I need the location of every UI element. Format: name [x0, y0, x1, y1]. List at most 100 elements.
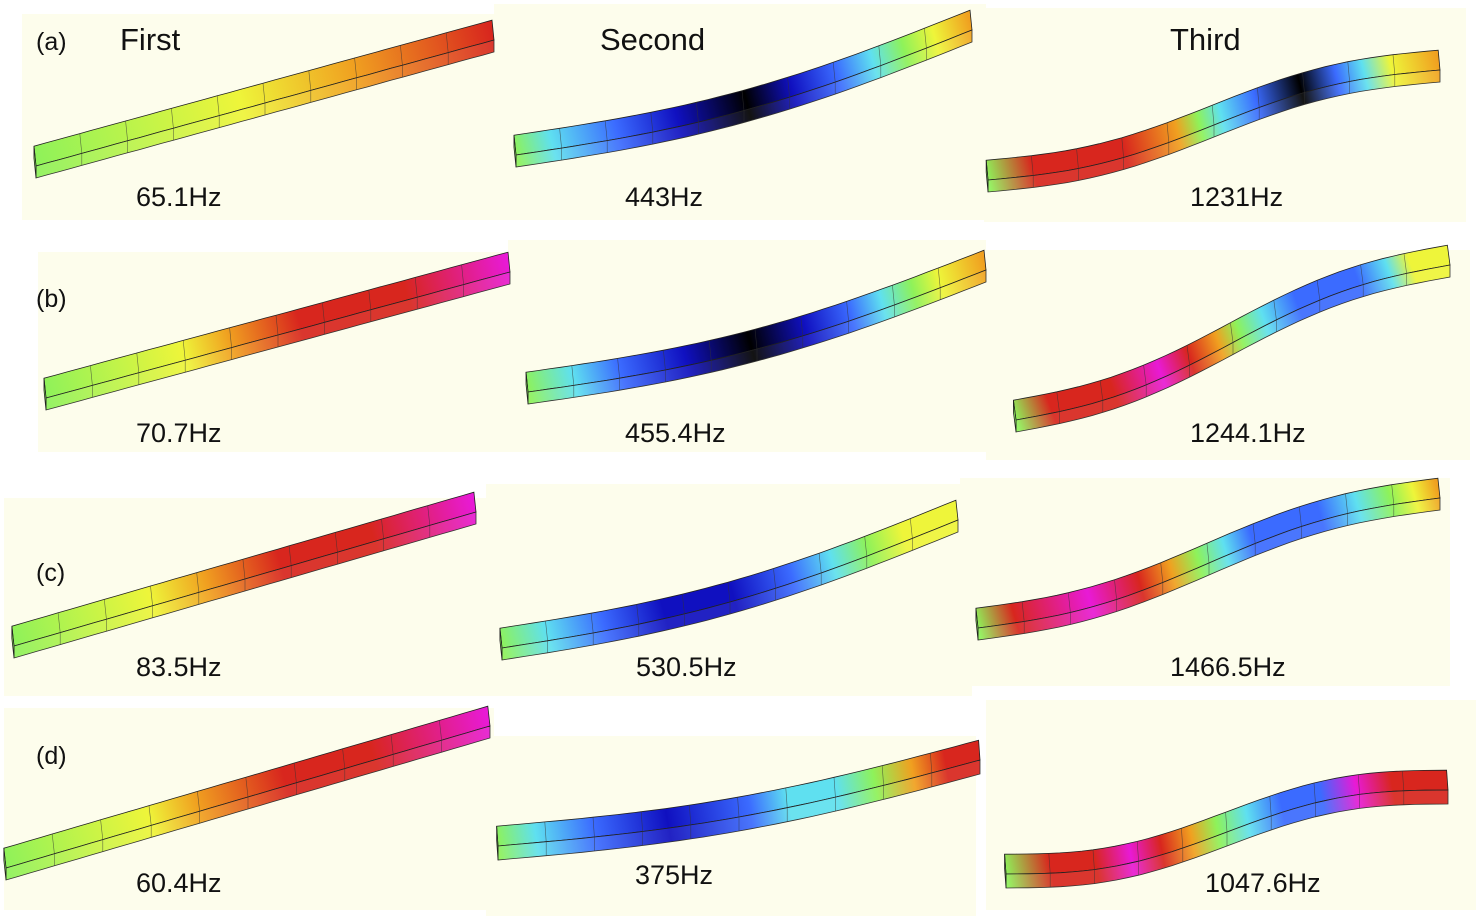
mesh-line	[197, 791, 200, 824]
mesh-line	[1357, 774, 1360, 809]
mesh-line	[1181, 828, 1184, 862]
mesh-line	[833, 777, 836, 812]
mesh-line	[1273, 300, 1277, 332]
mesh-line	[427, 505, 431, 538]
mesh-line	[1257, 87, 1260, 120]
mesh-line	[414, 277, 418, 310]
beam-end-cap	[1013, 400, 1017, 433]
frequency-b-third: 1244.1Hz	[1190, 418, 1306, 448]
mesh-line	[308, 70, 312, 103]
mesh-line	[754, 329, 758, 361]
mesh-line	[1186, 345, 1190, 378]
mesh-line	[1252, 523, 1256, 556]
column-title-second: Second	[600, 22, 706, 57]
mesh-line	[229, 327, 232, 360]
mesh-line	[864, 536, 868, 569]
mesh-line	[1048, 853, 1051, 888]
beam-d2	[496, 739, 981, 861]
mesh-line	[800, 316, 804, 348]
beam-end-cap	[985, 160, 989, 193]
beam-end-cap	[3, 848, 7, 881]
mesh-line	[682, 594, 685, 626]
mesh-line	[1225, 812, 1228, 846]
frequency-b-first: 70.7Hz	[136, 418, 222, 448]
mesh-line	[381, 518, 384, 551]
frequency-c-second: 530.5Hz	[636, 652, 737, 682]
mesh-line	[1345, 493, 1348, 526]
beam-top-face	[525, 249, 987, 393]
mesh-line	[545, 620, 548, 653]
mesh-line	[79, 133, 83, 166]
frequency-a-third: 1231Hz	[1190, 182, 1284, 212]
mesh-line	[708, 340, 712, 373]
row-label-d: (d)	[36, 742, 67, 770]
mesh-line	[171, 108, 174, 141]
row-label-a: (a)	[36, 28, 67, 56]
mesh-line	[1360, 264, 1364, 297]
mesh-line	[1391, 484, 1395, 517]
mesh-line	[604, 120, 608, 153]
beam-a3	[985, 49, 1441, 193]
beam-d3	[1004, 769, 1449, 889]
mesh-line	[727, 582, 731, 614]
column-title-first: First	[120, 22, 181, 57]
mesh-line	[461, 264, 464, 297]
mesh-line	[293, 762, 297, 795]
mesh-line	[445, 32, 449, 65]
beam-a1	[33, 19, 495, 179]
mesh-line	[689, 805, 692, 839]
mesh-line	[368, 289, 372, 322]
mesh-line	[342, 748, 346, 781]
beam-top-face	[499, 499, 959, 649]
beam-side-face	[497, 759, 981, 861]
mesh-line	[275, 315, 279, 347]
frequency-c-third: 1466.5Hz	[1170, 652, 1286, 682]
mesh-line	[1160, 562, 1164, 595]
mesh-line	[1068, 592, 1071, 625]
mesh-line	[785, 787, 788, 822]
mesh-line	[390, 734, 394, 767]
beam-b3	[1012, 244, 1451, 433]
mesh-line	[571, 365, 575, 398]
mesh-line	[1403, 253, 1407, 286]
mesh-line	[1021, 601, 1025, 634]
beam-a2	[513, 9, 973, 168]
mesh-line	[1143, 365, 1147, 397]
mesh-line	[354, 57, 357, 90]
beam-c1	[11, 491, 477, 659]
mesh-line	[182, 340, 186, 373]
mesh-line	[1114, 579, 1117, 612]
mesh-line	[636, 604, 640, 637]
mesh-line	[818, 553, 822, 585]
mesh-line	[1402, 770, 1405, 805]
mesh-line	[150, 585, 153, 618]
mesh-line	[1166, 122, 1170, 155]
beam-c3	[975, 477, 1441, 641]
mesh-line	[1211, 105, 1215, 137]
mesh-line	[1316, 280, 1321, 313]
mesh-line	[910, 518, 913, 551]
mesh-line	[1092, 849, 1095, 884]
beam-end-cap	[43, 378, 47, 411]
mesh-line	[1347, 61, 1350, 94]
mesh-line	[400, 45, 403, 78]
mesh-line	[51, 833, 55, 866]
mesh-line	[1302, 72, 1305, 105]
mesh-line	[245, 777, 249, 809]
mesh-line	[90, 365, 93, 398]
mesh-line	[650, 112, 654, 145]
beam-b2	[525, 249, 987, 405]
frequency-d-second: 375Hz	[635, 860, 714, 890]
mesh-line	[878, 45, 882, 78]
frequency-a-second: 443Hz	[625, 182, 704, 212]
mesh-line	[1230, 322, 1234, 355]
beam-end-cap	[496, 826, 499, 861]
mesh-line	[104, 599, 107, 632]
mesh-line	[1076, 148, 1079, 181]
mesh-line	[640, 811, 643, 846]
beam-top-face	[513, 9, 973, 156]
mesh-line	[439, 720, 442, 753]
frequency-a-first: 65.1Hz	[136, 182, 222, 212]
mesh-line	[1313, 782, 1316, 817]
